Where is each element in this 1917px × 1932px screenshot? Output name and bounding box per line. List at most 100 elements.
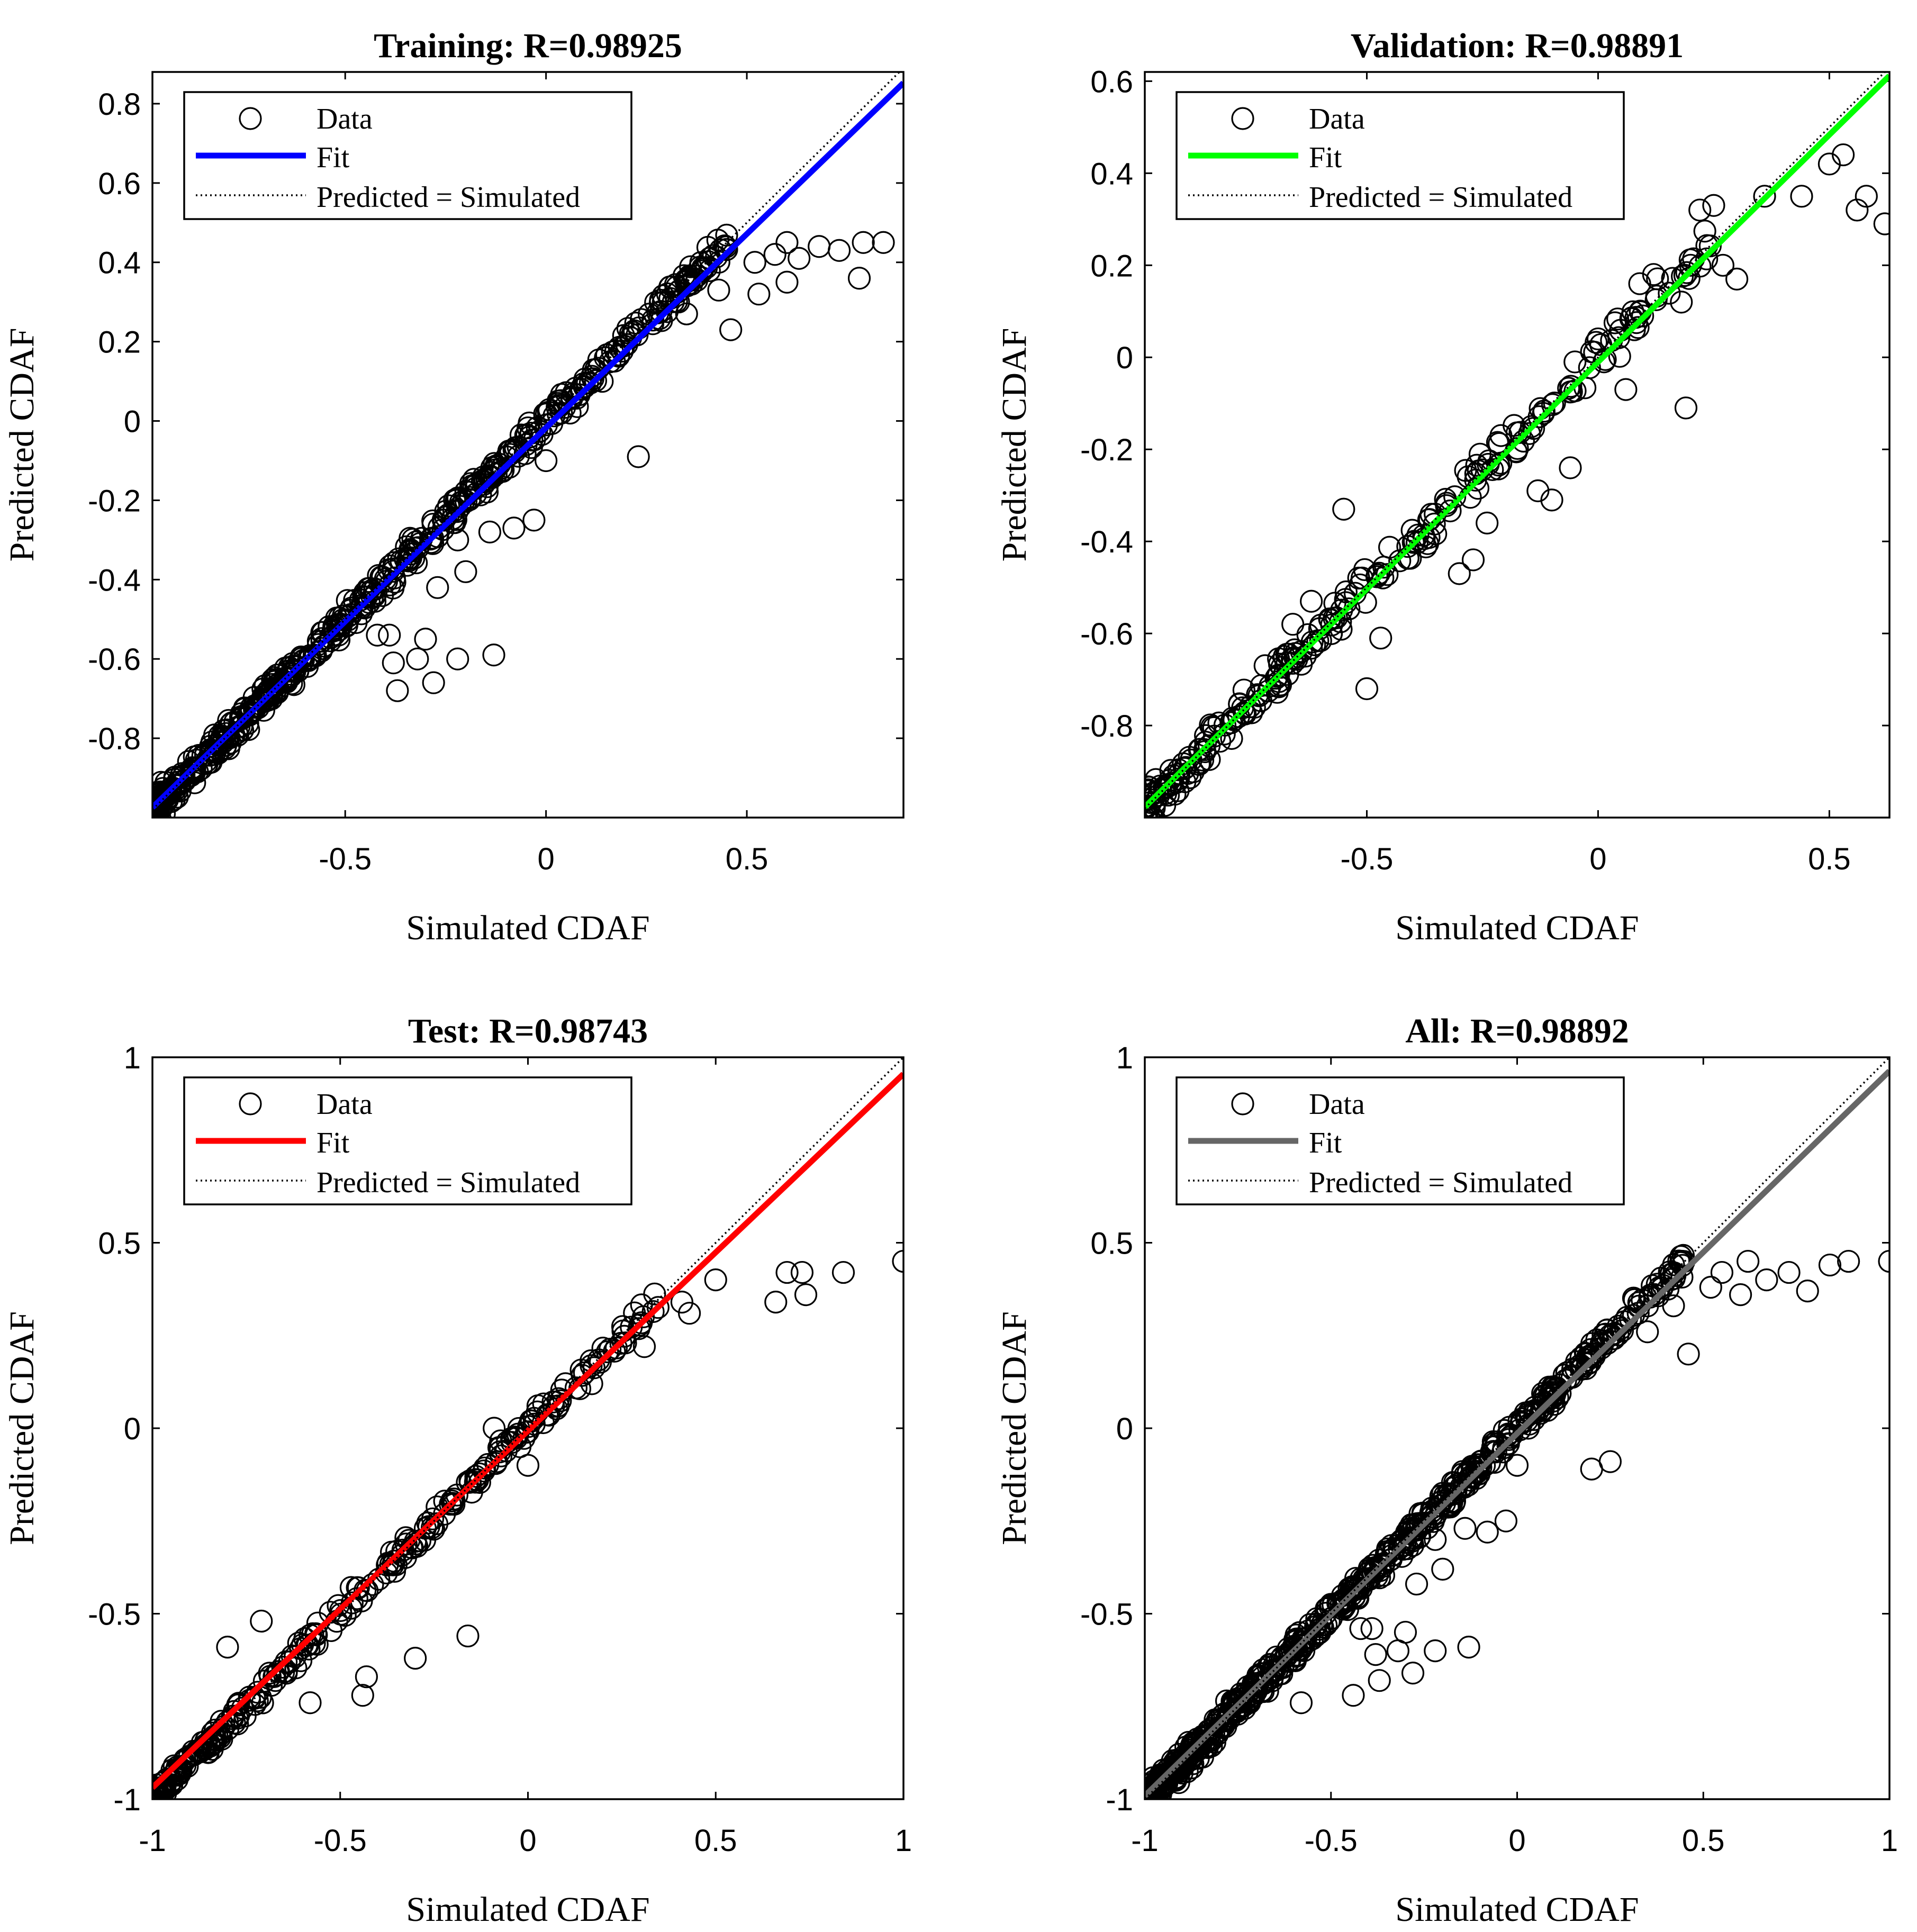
legend-entry-label: Fit <box>1309 141 1342 174</box>
data-point <box>1369 627 1392 650</box>
data-point <box>1476 1520 1499 1544</box>
axes-frame <box>1144 71 1891 819</box>
data-point <box>1699 1276 1722 1299</box>
data-point <box>1468 442 1492 466</box>
data-point <box>1405 1572 1428 1596</box>
data-point <box>560 387 583 410</box>
data-point <box>1265 681 1289 704</box>
data-point <box>1623 318 1646 341</box>
data-point <box>432 509 456 532</box>
chart-panel-3: Test: R=0.98743 Simulated CDAF Predicted C… <box>3 1012 912 1929</box>
data-point <box>1677 1343 1700 1366</box>
data-point <box>404 1647 427 1670</box>
data-point <box>1421 1502 1444 1526</box>
data-point <box>1796 1280 1819 1303</box>
data-point <box>475 475 499 498</box>
data-point <box>1145 1797 1155 1799</box>
data-point <box>1476 511 1499 534</box>
data-point <box>715 223 738 247</box>
data-point <box>1461 548 1485 572</box>
data-point <box>1662 1294 1685 1318</box>
data-point <box>1656 1277 1680 1301</box>
data-point <box>390 1544 413 1567</box>
x-tick-label: -0.5 <box>319 842 372 876</box>
legend-entry-label: Predicted = Simulated <box>317 1166 580 1199</box>
data-point <box>399 527 422 550</box>
y-tick-label: 1 <box>124 1041 141 1075</box>
data-point <box>1662 1267 1686 1290</box>
data-point <box>1790 185 1813 208</box>
data-point <box>790 1260 814 1284</box>
data-point <box>1711 253 1734 277</box>
x-tick-label: 0 <box>519 1824 536 1858</box>
data-point <box>607 343 630 366</box>
data-point <box>299 1691 322 1715</box>
data-point <box>892 1249 903 1273</box>
data-point <box>1197 1719 1220 1743</box>
legend-entry-label: Data <box>317 1088 373 1121</box>
identity-line <box>1145 72 1886 809</box>
data-point <box>464 1471 487 1494</box>
data-point <box>545 1397 568 1420</box>
y-tick-label: -0.8 <box>88 722 141 756</box>
data-point <box>254 682 278 705</box>
data-point <box>1454 459 1477 482</box>
data-point <box>404 1530 427 1553</box>
y-tick-label: 0 <box>124 1412 141 1446</box>
data-point <box>1195 1724 1218 1747</box>
x-axis-label: Simulated CDAF <box>406 1890 649 1929</box>
data-point <box>1443 485 1467 509</box>
data-point <box>1200 1734 1223 1758</box>
data-point <box>1725 267 1749 291</box>
data-point <box>1729 1283 1752 1307</box>
axes-frame <box>151 1056 905 1800</box>
x-tick-label: 0 <box>538 842 555 876</box>
data-point <box>1158 768 1181 792</box>
x-axis-label: Simulated CDAF <box>1395 909 1639 947</box>
x-tick-label: 0.5 <box>694 1824 737 1858</box>
data-point <box>852 231 875 254</box>
data-point <box>182 1739 205 1763</box>
data-point <box>152 795 166 818</box>
data-point <box>707 250 730 274</box>
data-point <box>1452 1473 1476 1496</box>
data-point <box>1777 1260 1801 1284</box>
data-point <box>1218 1707 1241 1730</box>
data-point <box>614 1331 637 1355</box>
legend-entry-label: Predicted = Simulated <box>1309 1166 1572 1199</box>
data-point <box>649 300 673 323</box>
data-point <box>1364 1643 1387 1666</box>
legend-data-marker <box>239 107 262 130</box>
data-point <box>775 270 799 294</box>
data-point <box>1439 499 1462 523</box>
data-point <box>422 671 445 694</box>
y-tick-label: -0.6 <box>88 642 141 677</box>
data-point <box>233 1704 257 1728</box>
data-point <box>1628 272 1651 295</box>
data-point <box>345 1587 368 1610</box>
fit-line <box>1145 1068 1889 1798</box>
data-point <box>354 1579 377 1602</box>
legend: Data Fit Predicted = Simulated <box>183 1076 632 1205</box>
data-point <box>442 1493 466 1516</box>
data-point <box>1575 1357 1598 1381</box>
y-tick-label: -1 <box>113 1783 141 1817</box>
data-point <box>1710 1260 1734 1284</box>
data-point <box>1343 1585 1366 1609</box>
data-point <box>1235 1685 1258 1709</box>
data-point <box>152 789 166 812</box>
data-point <box>215 722 238 745</box>
data-point <box>178 1745 201 1768</box>
data-point <box>183 757 206 781</box>
data-point <box>1256 1680 1279 1703</box>
data-point <box>304 1622 328 1645</box>
data-point <box>1651 1274 1675 1297</box>
data-point <box>464 1465 487 1488</box>
y-tick-label: 0.5 <box>1090 1227 1133 1261</box>
data-point <box>872 231 895 254</box>
data-point <box>366 623 389 647</box>
chart-panel-1: Training: R=0.98925 Simulated CDAF Predict… <box>3 26 905 947</box>
data-point <box>1355 677 1379 701</box>
legend-data-marker <box>1231 1092 1254 1115</box>
